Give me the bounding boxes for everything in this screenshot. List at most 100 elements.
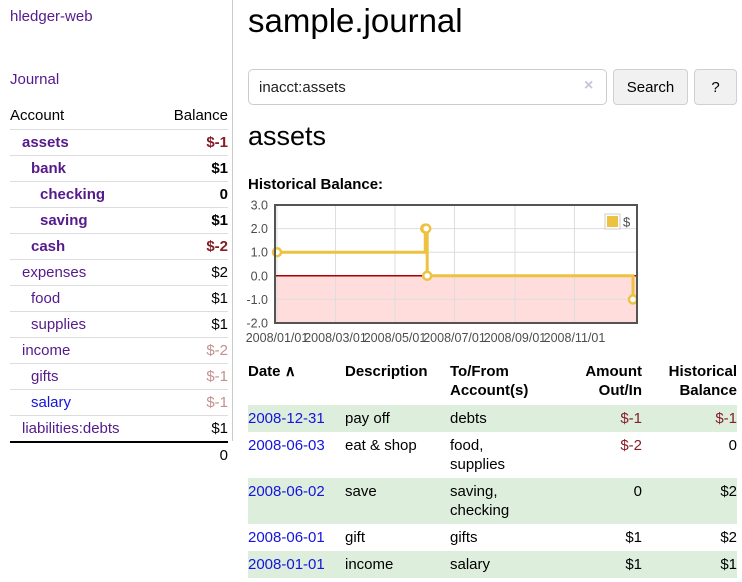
svg-text:2008/09/01: 2008/09/01 [484,331,547,345]
register-row: 2008-06-03 eat & shop food, supplies $-2 0 [248,432,737,478]
account-link[interactable]: expenses [22,264,87,281]
svg-text:1.0: 1.0 [251,246,268,260]
register-amount: 0 [540,478,642,524]
register-accounts: saving, checking [450,478,540,524]
account-row: saving $1 [10,207,228,234]
account-balance: 0 [155,181,228,208]
account-balance: $1 [155,155,228,182]
account-balance: $-1 [155,363,228,390]
register-description: income [345,551,450,578]
register-accounts: debts [450,405,540,432]
register-description: gift [345,529,366,546]
account-link[interactable]: salary [31,394,72,411]
register-amount: $-1 [540,405,642,432]
svg-text:2008/11/01: 2008/11/01 [544,331,606,345]
register-description: pay off [345,405,450,432]
account-balance: $1 [155,415,228,442]
account-balance: $-2 [155,233,228,260]
account-heading: assets [248,121,327,151]
account-balance: $-1 [155,389,228,416]
account-row: cash $-2 [10,233,228,260]
register-balance: $2 [720,529,737,546]
svg-text:-1.0: -1.0 [246,293,268,307]
svg-text:3.0: 3.0 [251,200,268,213]
account-row: assets $-1 [10,129,228,156]
search-button[interactable]: Search [613,69,688,105]
register-accounts: gifts [450,529,478,546]
register-balance: $2 [642,478,737,524]
account-link[interactable]: checking [40,186,106,203]
account-balance: $-2 [155,337,228,364]
account-link[interactable]: supplies [31,316,87,333]
accounts-table: Account Balance assets $-1 bank $1 checking 0… [10,104,228,468]
register-amount: $1 [540,551,642,578]
account-link[interactable]: gifts [31,368,59,385]
accounts-table-body: assets $-1 bank $1 checking 0 saving $1 cash $-2 e… [10,129,228,468]
register-header-date[interactable]: Date ∧ [248,363,296,380]
svg-text:2008/01/01: 2008/01/01 [246,331,309,345]
register-row: 2008-06-02 save saving, checking 0 $2 [248,478,737,524]
register-table-body: 2008-12-31 pay off debts $-1 $-1 2008-06-03 ea… [248,405,737,578]
register-description: eat & shop [345,437,417,454]
chart-container: 3.0 2.0 1.0 0.0 -1.0 -2.0 2008/01/01 2008/03/01… [245,199,742,352]
brand-link[interactable]: hledger-web [10,8,93,25]
register-balance: $1 [642,551,737,578]
chart-heading: Historical Balance: [248,176,384,193]
account-row: gifts $-1 [10,363,228,390]
account-row: income $-2 [10,337,228,364]
sort-ascending-icon: ∧ [284,363,296,380]
register-row: 2008-06-01 gift gifts $1 $2 [248,524,737,551]
account-row: bank $1 [10,155,228,182]
historical-balance-chart: 3.0 2.0 1.0 0.0 -1.0 -2.02008/01/012008/03/01… [246,199,639,345]
account-row: liabilities:debts $1 [10,415,228,442]
svg-text:2008/07/01: 2008/07/01 [423,331,486,345]
svg-text:0.0: 0.0 [251,269,268,283]
register-header-row: Date ∧ Description To/From Account(s) Am… [248,362,737,405]
account-row: expenses $2 [10,259,228,286]
register-description: save [345,478,450,524]
sidebar-item-journal[interactable]: Journal [10,71,60,88]
register-balance: 0 [728,437,737,454]
register-balance: $-1 [642,405,737,432]
register-header-amount: Amount Out/In [585,363,642,399]
account-link[interactable]: saving [40,212,88,229]
svg-text:2008/03/01: 2008/03/01 [304,331,367,345]
account-link[interactable]: income [22,342,71,359]
register-row: 2008-12-31 pay off debts $-1 $-1 [248,405,737,432]
sidebar: hledger-web Journal Account Balance asse… [0,0,233,468]
accounts-total-balance: 0 [155,441,228,468]
account-balance: $1 [155,207,228,234]
register-accounts: salary [450,551,540,578]
register-header-balance: Historical Balance [668,363,737,399]
account-balance: $2 [155,259,228,286]
register-date-link[interactable]: 2008-06-01 [248,529,325,546]
register-amount: $1 [625,529,642,546]
register-row: 2008-01-01 income salary $1 $1 [248,551,737,578]
accounts-header-row: Account Balance [10,104,228,130]
register-date-link[interactable]: 2008-06-02 [248,483,325,500]
account-link[interactable]: bank [31,160,67,177]
clear-search-icon[interactable]: × [584,77,594,94]
account-balance: $1 [155,311,228,338]
search-input[interactable] [248,69,607,105]
account-link[interactable]: cash [31,238,66,255]
account-link[interactable]: liabilities:debts [22,420,120,437]
register-date-link[interactable]: 2008-06-03 [248,437,325,454]
register-date-link[interactable]: 2008-12-31 [248,410,325,427]
account-row: food $1 [10,285,228,312]
register-date-link[interactable]: 2008-01-01 [248,556,325,573]
account-link[interactable]: food [31,290,61,307]
accounts-header-balance: Balance [173,107,228,124]
account-row: checking 0 [10,181,228,208]
register-accounts: food, supplies [450,437,506,473]
help-button[interactable]: ? [694,69,737,105]
account-balance: $1 [155,285,228,312]
chart-legend-label: $ [623,215,631,230]
svg-text:-2.0: -2.0 [246,317,268,331]
account-link[interactable]: assets [22,134,69,151]
register-amount: $-2 [620,437,642,454]
svg-text:2.0: 2.0 [251,222,268,236]
page-title: sample.journal [248,2,463,39]
register-table: Date ∧ Description To/From Account(s) Am… [248,362,737,578]
account-row: supplies $1 [10,311,228,338]
